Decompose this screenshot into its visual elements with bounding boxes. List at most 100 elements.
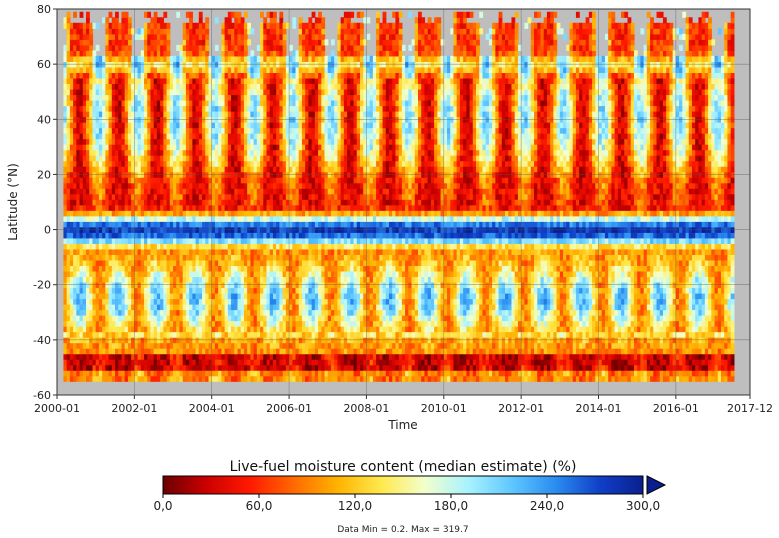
heatmap-cell [237, 326, 242, 333]
heatmap-cell [208, 309, 213, 316]
heatmap-cell [305, 309, 310, 316]
heatmap-cell [308, 166, 313, 173]
heatmap-cell [253, 342, 258, 349]
heatmap-cell [95, 353, 100, 360]
heatmap-cell [282, 353, 287, 360]
heatmap-cell [272, 39, 277, 46]
heatmap-cell [240, 77, 245, 85]
heatmap-cell [260, 88, 264, 96]
heatmap-cell [63, 370, 68, 377]
heatmap-cell [63, 193, 68, 200]
heatmap-cell [266, 232, 271, 239]
heatmap-cell [118, 375, 123, 382]
heatmap-cell [127, 66, 132, 74]
heatmap-cell [108, 348, 113, 355]
heatmap-cell [95, 77, 100, 85]
heatmap-cell [205, 298, 210, 305]
heatmap-cell [121, 44, 126, 51]
heatmap-cell [63, 166, 68, 173]
heatmap-cell [137, 122, 142, 129]
heatmap-cell [227, 292, 232, 300]
heatmap-cell [169, 61, 174, 68]
heatmap-cell [105, 331, 110, 338]
heatmap-cell [134, 133, 139, 140]
heatmap-cell [279, 144, 284, 151]
heatmap-cell [243, 61, 248, 68]
heatmap-cell [69, 55, 74, 62]
heatmap-cell [227, 144, 232, 151]
heatmap-cell [243, 33, 248, 40]
heatmap-cell [240, 353, 245, 360]
heatmap-cell [144, 375, 148, 382]
heatmap-cell [205, 122, 210, 129]
heatmap-cell [227, 166, 232, 173]
heatmap-cell [137, 326, 142, 333]
heatmap-cell [98, 144, 103, 151]
heatmap-cell [115, 166, 119, 173]
heatmap-cell [179, 342, 184, 349]
heatmap-cell [272, 133, 277, 140]
heatmap-cell [253, 55, 258, 62]
heatmap-cell [153, 177, 158, 184]
heatmap-cell [102, 281, 106, 289]
heatmap-cell [234, 309, 239, 316]
heatmap-cell [118, 304, 123, 311]
heatmap-cell [211, 348, 216, 355]
heatmap-cell [202, 66, 206, 74]
heatmap-cell [150, 149, 155, 156]
heatmap-cell [79, 83, 84, 90]
heatmap-cell [118, 292, 123, 300]
heatmap-cell [124, 221, 129, 228]
heatmap-cell [301, 315, 306, 322]
heatmap-cell [166, 105, 171, 112]
heatmap-cell [224, 353, 229, 360]
heatmap-cell [127, 248, 132, 255]
heatmap-cell [289, 204, 293, 211]
heatmap-cell [272, 265, 277, 272]
heatmap-cell [102, 326, 106, 333]
heatmap-cell [227, 265, 232, 272]
heatmap-cell [189, 88, 193, 96]
heatmap-cell [169, 188, 174, 195]
heatmap-cell [63, 348, 68, 355]
heatmap-cell [243, 177, 248, 184]
heatmap-cell [276, 61, 280, 68]
heatmap-cell [311, 111, 316, 118]
heatmap-cell [189, 353, 193, 360]
heatmap-cell [124, 111, 129, 118]
heatmap-cell [163, 83, 168, 90]
heatmap-cell [272, 111, 277, 118]
heatmap-cell [105, 298, 110, 305]
heatmap-cell [231, 215, 235, 222]
heatmap-cell [289, 127, 293, 134]
heatmap-cell [272, 66, 277, 74]
heatmap-cell [156, 55, 161, 62]
heatmap-cell [111, 72, 116, 79]
heatmap-cell [289, 77, 293, 85]
heatmap-cell [108, 122, 113, 129]
heatmap-cell [108, 342, 113, 349]
heatmap-cell [156, 155, 161, 162]
heatmap-cell [211, 77, 216, 85]
heatmap-cell [179, 276, 184, 283]
heatmap-cell [182, 122, 187, 129]
heatmap-cell [79, 149, 84, 156]
heatmap-cell [289, 138, 293, 145]
heatmap-cell [169, 193, 174, 200]
heatmap-cell [289, 359, 293, 366]
heatmap-cell [301, 66, 306, 74]
heatmap-cell [269, 315, 274, 322]
heatmap-cell [176, 44, 181, 51]
heatmap-cell [86, 127, 90, 134]
heatmap-cell [260, 353, 264, 360]
heatmap-cell [131, 331, 135, 338]
heatmap-cell [111, 193, 116, 200]
heatmap-cell [198, 304, 203, 311]
heatmap-cell [102, 243, 106, 250]
heatmap-cell [166, 215, 171, 222]
heatmap-cell [140, 243, 145, 250]
heatmap-cell [127, 237, 132, 244]
heatmap-cell [121, 265, 126, 272]
heatmap-cell [195, 33, 200, 40]
heatmap-cell [260, 122, 264, 129]
